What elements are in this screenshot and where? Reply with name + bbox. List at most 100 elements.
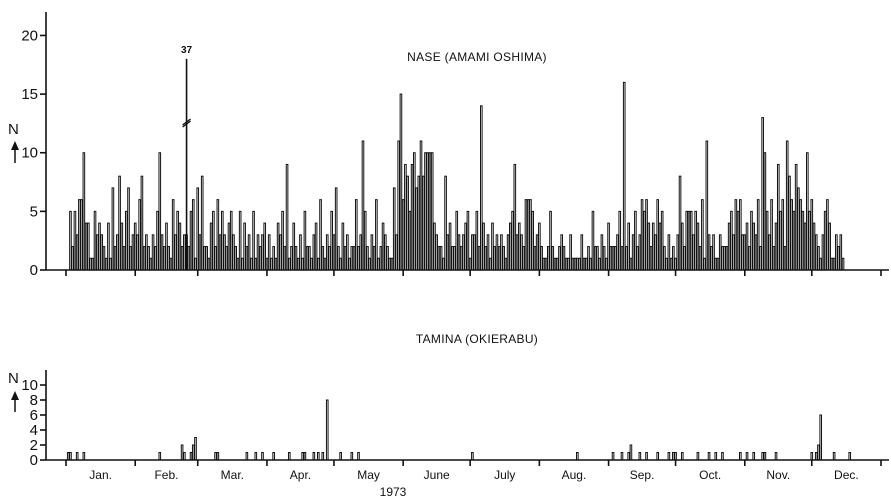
nase-bar bbox=[395, 234, 398, 271]
nase-bar bbox=[665, 257, 668, 271]
nase-bar bbox=[812, 222, 816, 271]
tamina-bar bbox=[819, 414, 823, 461]
nase-bar bbox=[486, 234, 490, 271]
tamina-bar bbox=[627, 452, 630, 461]
nase-bar bbox=[203, 246, 206, 271]
nase-bar bbox=[696, 222, 700, 271]
nase-bar bbox=[645, 199, 648, 271]
nase-bar bbox=[598, 257, 601, 271]
nase-bar bbox=[701, 199, 704, 271]
tamina-bar bbox=[680, 452, 684, 461]
month-label: Dec. bbox=[834, 468, 859, 482]
nase-bar bbox=[808, 210, 811, 271]
nase-bar bbox=[837, 246, 840, 271]
nase-bar bbox=[826, 199, 829, 271]
nase-bar bbox=[151, 234, 155, 271]
nase-bar bbox=[464, 222, 467, 271]
tamina-bar bbox=[317, 452, 320, 461]
nase-bar bbox=[448, 222, 452, 271]
nase-bar bbox=[162, 246, 166, 271]
tamina-y-tick-label: 8 bbox=[30, 392, 38, 409]
nase-bar bbox=[716, 257, 720, 271]
nase-bar bbox=[841, 257, 845, 271]
nase-bar bbox=[207, 257, 211, 271]
nase-bar bbox=[299, 234, 302, 271]
nase-bar bbox=[245, 246, 249, 271]
tamina-y-tick-label: 4 bbox=[30, 422, 38, 439]
nase-bar bbox=[80, 199, 83, 271]
nase-bar bbox=[462, 234, 465, 271]
nase-bar bbox=[549, 210, 552, 271]
nase-bar bbox=[806, 152, 809, 271]
nase-bar bbox=[477, 246, 481, 271]
nase-bar bbox=[328, 246, 331, 271]
nase-bar bbox=[801, 210, 805, 271]
x-axis-year-label: 1973 bbox=[380, 485, 407, 499]
nase-bar bbox=[189, 210, 193, 271]
nase-bar bbox=[768, 234, 771, 271]
tamina-bar bbox=[707, 452, 711, 461]
tamina-bar bbox=[66, 452, 70, 461]
nase-bar bbox=[835, 234, 838, 271]
nase-bar bbox=[352, 246, 356, 271]
nase-bar bbox=[453, 246, 456, 271]
nase-bar bbox=[154, 246, 157, 271]
nase-bar bbox=[348, 257, 351, 271]
nase-bar bbox=[555, 257, 559, 271]
nase-bar bbox=[390, 257, 394, 271]
nase-bar bbox=[294, 246, 298, 271]
nase-bar bbox=[634, 210, 637, 271]
tamina-bar bbox=[739, 452, 742, 461]
nase-bar bbox=[493, 246, 497, 271]
nase-bar bbox=[397, 140, 401, 271]
nase-bar bbox=[779, 210, 782, 271]
nase-bar bbox=[71, 246, 75, 271]
nase-bar bbox=[75, 234, 79, 271]
nase-bar bbox=[569, 234, 572, 271]
nase-bar bbox=[567, 257, 570, 271]
month-label: Oct. bbox=[699, 468, 721, 482]
nase-bar bbox=[636, 246, 639, 271]
nase-bar bbox=[218, 234, 222, 271]
nase-bar bbox=[759, 246, 762, 271]
nase-bar bbox=[111, 187, 115, 271]
nase-bar bbox=[169, 257, 173, 271]
nase-bar bbox=[785, 140, 789, 271]
nase-bar bbox=[319, 199, 322, 271]
nase-bar bbox=[602, 246, 606, 271]
tamina-bar bbox=[350, 452, 354, 461]
tamina-bar bbox=[810, 452, 814, 461]
tamina-bar bbox=[339, 452, 342, 461]
nase-bar bbox=[354, 199, 358, 271]
nase-bar bbox=[165, 222, 168, 271]
nase-bar bbox=[531, 210, 534, 271]
tamina-bar bbox=[191, 444, 195, 461]
tamina-bar bbox=[645, 452, 648, 461]
nase-bar bbox=[129, 246, 133, 271]
nase-bar bbox=[591, 210, 595, 271]
nase-bar bbox=[430, 152, 434, 271]
nase-bar bbox=[794, 163, 798, 271]
nase-bar bbox=[176, 210, 179, 271]
nase-bar bbox=[167, 246, 171, 271]
nase-bar bbox=[229, 210, 233, 271]
tamina-bar bbox=[180, 444, 184, 461]
nase-bar bbox=[605, 257, 608, 271]
nase-bar bbox=[611, 246, 615, 271]
nase-bar bbox=[372, 246, 376, 271]
nase-bar bbox=[339, 257, 342, 271]
nase-bar bbox=[526, 199, 530, 271]
nase-bar bbox=[310, 257, 313, 271]
nase-bar bbox=[401, 199, 405, 271]
nase-bar bbox=[69, 210, 72, 271]
nase-bar bbox=[517, 222, 521, 271]
nase-bar bbox=[622, 81, 626, 271]
tamina-bar bbox=[763, 452, 767, 461]
nase-bar bbox=[649, 246, 653, 271]
nase-bar bbox=[658, 222, 662, 271]
nase-y-tick-label: 10 bbox=[21, 145, 38, 162]
nase-bar bbox=[596, 246, 599, 271]
nase-bar bbox=[337, 246, 340, 271]
nase-bar bbox=[589, 257, 593, 271]
nase-bar bbox=[535, 234, 539, 271]
